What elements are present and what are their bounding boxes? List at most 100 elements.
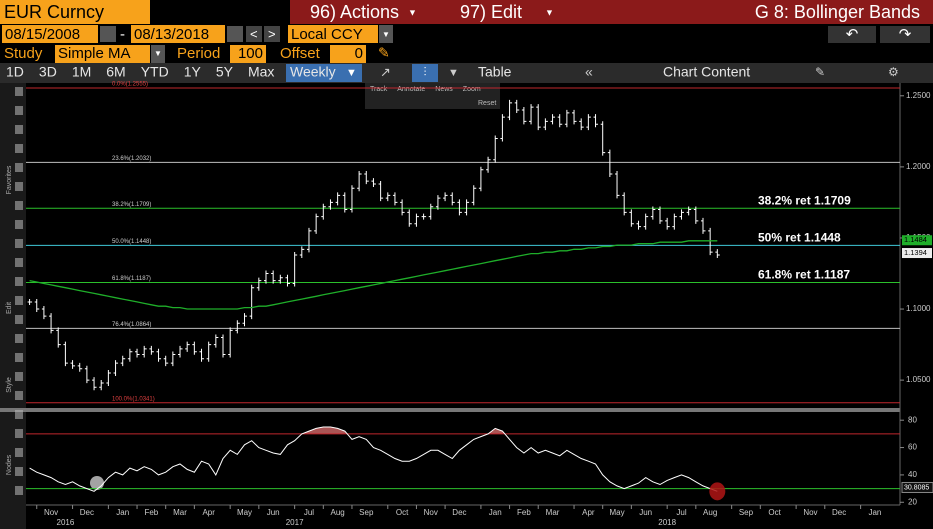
offset[interactable]: 0: [355, 45, 363, 62]
price-bar: [478, 166, 484, 192]
tool-icon[interactable]: [15, 163, 23, 172]
next-button[interactable]: [264, 26, 280, 42]
x-tick-label: Jan: [116, 508, 129, 517]
dropdown[interactable]: [379, 25, 393, 43]
dropdown-arrow[interactable]: ▼: [545, 7, 554, 17]
dropdown-arrow[interactable]: ▼: [154, 49, 162, 58]
tool-icon[interactable]: [15, 258, 23, 267]
calendar-icon[interactable]: [227, 26, 243, 42]
price-bar: [357, 170, 362, 192]
x-tick-label: May: [609, 508, 624, 517]
range-button[interactable]: 3D: [39, 64, 57, 80]
dropdown-arrow[interactable]: ▼: [346, 67, 357, 79]
end-date[interactable]: 08/13/2018: [134, 26, 209, 43]
tool-icon[interactable]: [15, 410, 23, 419]
chart-tool[interactable]: Zoom: [463, 86, 481, 93]
bar-icon-box[interactable]: [412, 64, 438, 82]
bar-icon[interactable]: ⫶: [423, 65, 426, 79]
study-box[interactable]: [55, 45, 150, 63]
tool-icon[interactable]: [15, 486, 23, 495]
ticker[interactable]: EUR Curncy: [4, 2, 104, 22]
x-tick-label: Oct: [396, 508, 409, 517]
frequency[interactable]: Weekly: [290, 64, 336, 80]
tool-icon[interactable]: [15, 448, 23, 457]
tool-icon[interactable]: [15, 334, 23, 343]
tool-icon[interactable]: [15, 391, 23, 400]
prev-button[interactable]: [246, 26, 262, 42]
x-tick-label: Feb: [144, 508, 158, 517]
currency-box[interactable]: [288, 25, 378, 43]
price-bar: [378, 180, 384, 202]
tool-icon[interactable]: [15, 182, 23, 191]
start-date-box[interactable]: [2, 25, 98, 43]
settings-icon[interactable]: ⚙: [888, 65, 899, 79]
price-bar: [543, 118, 548, 131]
line-icon[interactable]: ↗: [380, 64, 391, 79]
price-bar: [185, 341, 190, 352]
tool-icon[interactable]: [15, 277, 23, 286]
range-button[interactable]: Max: [248, 64, 274, 80]
tool-icon[interactable]: [15, 220, 23, 229]
x-tick-label: Jun: [639, 508, 652, 517]
tool-icon[interactable]: [15, 239, 23, 248]
period-box[interactable]: [230, 45, 266, 63]
tool-icon[interactable]: [15, 144, 23, 153]
study[interactable]: Simple MA: [58, 45, 131, 62]
price-bar: [113, 360, 119, 377]
end-date-box[interactable]: [131, 25, 225, 43]
edit-icon[interactable]: ✎: [815, 65, 825, 79]
chart-tool[interactable]: News: [435, 86, 453, 93]
dropdown-arrow[interactable]: ▼: [448, 67, 459, 79]
chart-tool[interactable]: Reset: [478, 100, 496, 107]
table-button[interactable]: Table: [478, 64, 512, 80]
calendar-icon[interactable]: [100, 26, 116, 42]
ticker-box[interactable]: [0, 0, 150, 24]
frequency-box[interactable]: [286, 64, 362, 82]
chart-tool[interactable]: Annotate: [397, 86, 425, 93]
currency[interactable]: Local CCY: [291, 26, 363, 43]
range-button[interactable]: 1M: [72, 64, 91, 80]
pencil-icon[interactable]: ✎: [378, 45, 390, 61]
tool-icon[interactable]: [15, 87, 23, 96]
back-icon[interactable]: ↶: [846, 26, 859, 43]
start-date[interactable]: 08/15/2008: [5, 26, 80, 43]
price-bar: [328, 199, 333, 210]
chart-content-button[interactable]: Chart Content: [663, 64, 750, 80]
range-button[interactable]: 1Y: [184, 64, 202, 80]
tool-icon[interactable]: [15, 429, 23, 438]
tool-icon[interactable]: [15, 125, 23, 134]
dropdown-arrow[interactable]: ▼: [408, 7, 417, 17]
rsi-last-box: [901, 481, 933, 493]
price-bar: [536, 104, 541, 131]
tool-icon[interactable]: [15, 372, 23, 381]
x-year-label: 2017: [286, 518, 304, 527]
tool-icon[interactable]: [15, 353, 23, 362]
range-button[interactable]: YTD: [141, 64, 169, 80]
price-bar: [364, 170, 369, 185]
back-button[interactable]: [828, 26, 876, 43]
prev-arrow[interactable]: <: [250, 26, 258, 41]
range-button[interactable]: 6M: [106, 64, 125, 80]
dropdown-arrow[interactable]: ▼: [382, 30, 390, 39]
tool-icon[interactable]: [15, 315, 23, 324]
collapse-icon[interactable]: «: [585, 64, 593, 80]
next-arrow[interactable]: >: [268, 26, 276, 41]
range-button[interactable]: 5Y: [216, 64, 234, 80]
actions-menu[interactable]: 96) Actions: [310, 2, 399, 22]
range-button[interactable]: 1D: [6, 64, 24, 80]
tool-icon[interactable]: [15, 201, 23, 210]
x-tick-label: Nov: [424, 508, 438, 517]
forward-icon[interactable]: ↷: [899, 26, 912, 43]
forward-button[interactable]: [880, 26, 930, 43]
price-bar: [407, 209, 412, 227]
period[interactable]: 100: [238, 45, 263, 62]
tool-icon[interactable]: [15, 296, 23, 305]
offset-box[interactable]: [330, 45, 366, 63]
tool-icon[interactable]: [15, 106, 23, 115]
dropdown[interactable]: [151, 45, 165, 63]
price-bar: [593, 114, 599, 128]
edit-menu[interactable]: 97) Edit: [460, 2, 522, 22]
price-bar: [428, 203, 434, 220]
tool-icon[interactable]: [15, 467, 23, 476]
chart-tool[interactable]: Track: [370, 86, 388, 93]
